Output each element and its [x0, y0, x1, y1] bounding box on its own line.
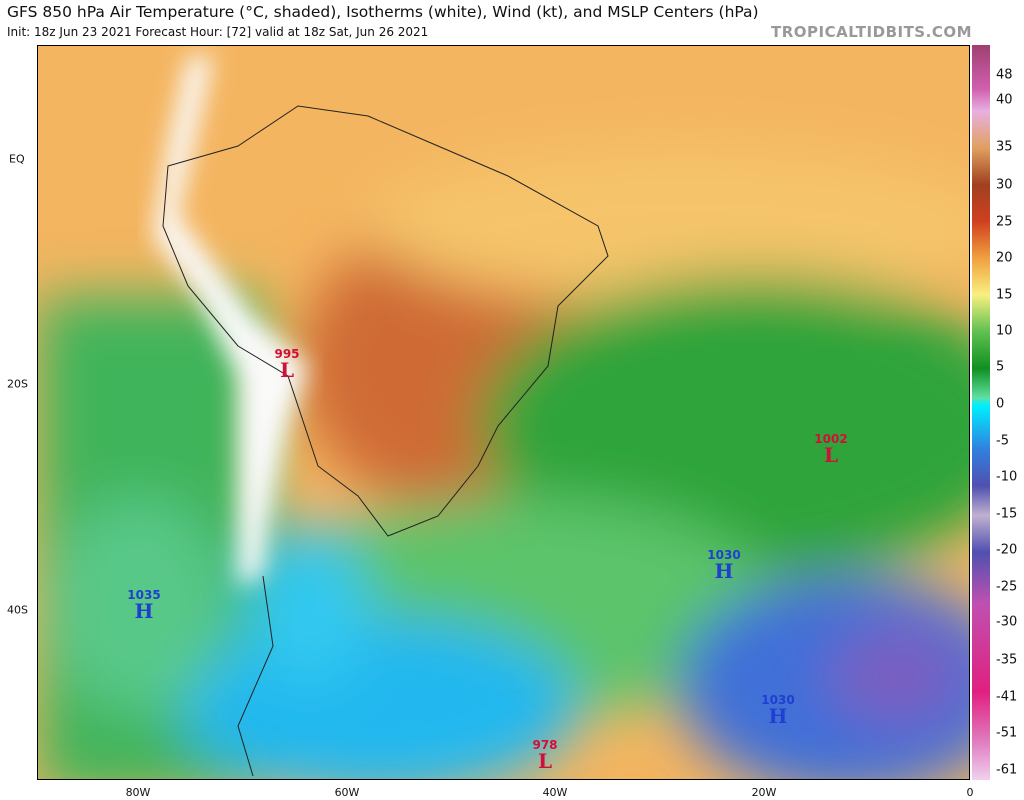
temperature-map: [37, 45, 970, 780]
high-symbol: H: [768, 704, 788, 728]
colorbar-label: 40: [996, 92, 1013, 108]
colorbar-label: 10: [996, 323, 1013, 339]
map-subtitle: Init: 18z Jun 23 2021 Forecast Hour: [72…: [7, 25, 429, 39]
low-pressure-center: 1002 L: [814, 433, 847, 465]
colorbar-label: -15: [996, 506, 1018, 522]
colorbar-label: -41: [996, 689, 1018, 705]
low-symbol: L: [279, 358, 295, 382]
lon-label: 40W: [542, 786, 568, 799]
pressure-value: 995: [274, 347, 300, 361]
high-pressure-center: 1030 H: [761, 694, 794, 726]
colorbar: [972, 45, 990, 780]
lon-label: 60W: [334, 786, 360, 799]
pressure-value: 1030: [761, 693, 795, 707]
high-symbol: H: [134, 599, 154, 623]
colorbar-label: -61: [996, 762, 1018, 778]
colorbar-label: 35: [996, 139, 1013, 155]
lat-label: 40S: [7, 603, 28, 617]
colorbar-label: -35: [996, 652, 1018, 668]
colorbar-label: 48: [996, 67, 1013, 83]
low-pressure-center: 978 L: [532, 739, 557, 771]
colorbar-label: 30: [996, 177, 1013, 193]
low-pressure-center: 995 L: [274, 348, 299, 380]
colorbar-label: 15: [996, 287, 1013, 303]
colorbar-label: 5: [996, 359, 1005, 375]
high-symbol: H: [714, 559, 734, 583]
pressure-value: 1002: [814, 432, 848, 446]
pressure-value: 1030: [707, 548, 741, 562]
lat-label: 20S: [7, 377, 28, 391]
colorbar-label: -51: [996, 725, 1018, 741]
pressure-value: 1035: [127, 588, 161, 602]
colorbar-label: -20: [996, 542, 1018, 558]
high-pressure-center: 1035 H: [127, 589, 160, 621]
brand-watermark[interactable]: TROPICALTIDBITS.COM: [771, 23, 972, 41]
lon-label: 20W: [751, 786, 777, 799]
colorbar-label: -5: [996, 433, 1009, 449]
colorbar-label: -10: [996, 469, 1018, 485]
colorbar-label: 0: [996, 396, 1005, 412]
pressure-value: 978: [532, 738, 558, 752]
low-symbol: L: [537, 749, 553, 773]
colorbar-label: 25: [996, 214, 1013, 230]
lat-label: EQ: [9, 152, 25, 166]
lon-label: 0: [966, 786, 974, 799]
colorbar-label: 20: [996, 250, 1013, 266]
map-title: GFS 850 hPa Air Temperature (°C, shaded)…: [7, 3, 759, 21]
lon-label: 80W: [125, 786, 151, 799]
colorbar-label: -25: [996, 579, 1018, 595]
colorbar-label: -30: [996, 614, 1018, 630]
low-symbol: L: [823, 443, 839, 467]
high-pressure-center: 1030 H: [707, 549, 740, 581]
